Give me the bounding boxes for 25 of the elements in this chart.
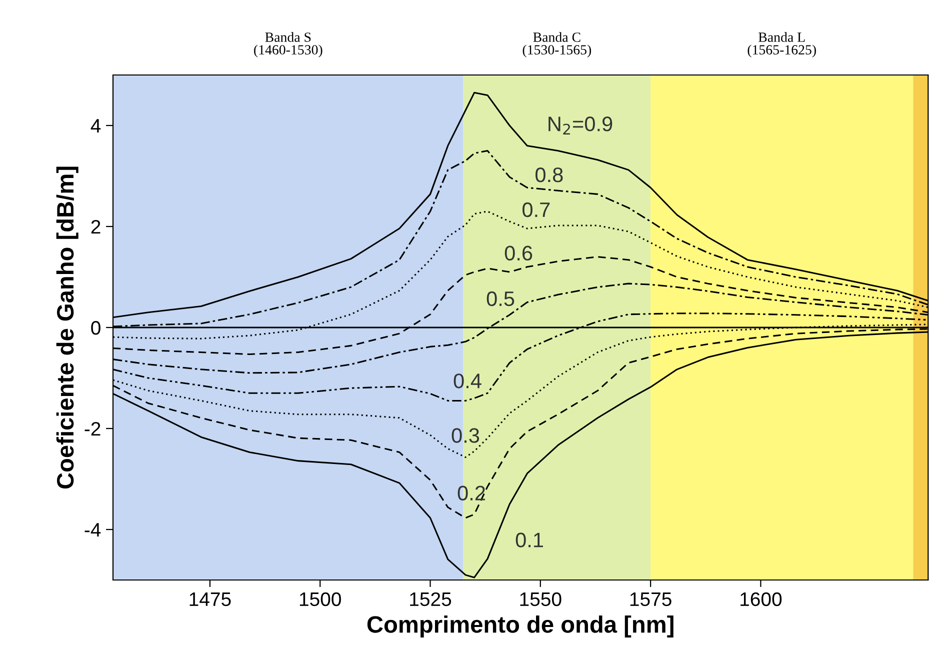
- x-tick-label: 1575: [630, 592, 672, 606]
- series-label: N$_{2}$=0.9: [548, 116, 612, 135]
- y-tick-label: 0: [91, 320, 100, 335]
- x-tick-label: 1550: [520, 592, 562, 606]
- series-label: 0.8: [536, 167, 563, 182]
- series-label: 0.4: [454, 374, 482, 388]
- y-tick-label: -2: [84, 422, 100, 436]
- x-tick-label: 1500: [300, 592, 341, 606]
- series-label: 0.2: [458, 486, 485, 500]
- band-label: Banda S (1460-1530): [254, 32, 322, 58]
- series-label: 0.6: [504, 246, 532, 261]
- x-tick-label: 1525: [410, 592, 452, 606]
- y-tick-label: -4: [84, 523, 101, 537]
- y-axis-title: Coeficiente de Ganho [dB/m]: [56, 166, 78, 489]
- y-tick-label: 4: [90, 119, 101, 133]
- band-label: Banda L (1565-1625): [748, 32, 816, 58]
- y-tick-label: 2: [91, 220, 100, 234]
- series-label: 0.1: [516, 532, 543, 548]
- x-tick-label: 1600: [740, 592, 782, 606]
- series-label: 0.3: [452, 428, 480, 443]
- series-label: 0.7: [522, 202, 550, 218]
- band-label: Banda C (1530-1565): [522, 32, 592, 58]
- x-axis-title: Comprimento de onda [nm]: [367, 615, 674, 638]
- x-tick-label: 1475: [190, 592, 231, 606]
- series-label: 0.5: [486, 291, 514, 306]
